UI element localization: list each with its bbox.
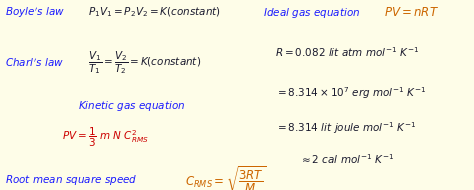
Text: $\it{Boyle's\ law}$: $\it{Boyle's\ law}$ xyxy=(5,6,65,20)
Text: $\mathit{R = 0.082\ lit\ atm\ mol^{-1}\ K^{-1}}$: $\mathit{R = 0.082\ lit\ atm\ mol^{-1}\ … xyxy=(275,46,419,59)
Text: $\mathit{\approx 2\ cal\ mol^{-1}\ K^{-1}}$: $\mathit{\approx 2\ cal\ mol^{-1}\ K^{-1… xyxy=(299,152,394,166)
Text: $\mathit{\dfrac{V_1}{T_1} = \dfrac{V_2}{T_2} = K(constant)}$: $\mathit{\dfrac{V_1}{T_1} = \dfrac{V_2}{… xyxy=(88,49,201,76)
Text: $\it{Ideal\ gas\ equation}$: $\it{Ideal\ gas\ equation}$ xyxy=(263,6,361,20)
Text: $\mathit{C_{RMS} = \sqrt{\dfrac{3RT}{M}}}$: $\mathit{C_{RMS} = \sqrt{\dfrac{3RT}{M}}… xyxy=(185,165,266,190)
Text: $\it{Root\ mean\ square\ speed}$: $\it{Root\ mean\ square\ speed}$ xyxy=(5,173,137,187)
Text: $\mathit{= 8.314\ lit\ joule\ mol^{-1}\ K^{-1}}$: $\mathit{= 8.314\ lit\ joule\ mol^{-1}\ … xyxy=(275,120,417,135)
Text: $\mathit{PV = \dfrac{1}{3}\ m\ N\ C^2_{RMS}}$: $\mathit{PV = \dfrac{1}{3}\ m\ N\ C^2_{R… xyxy=(62,125,148,149)
Text: $\mathit{= 8.314 \times 10^7\ erg\ mol^{-1}\ K^{-1}}$: $\mathit{= 8.314 \times 10^7\ erg\ mol^{… xyxy=(275,86,427,101)
Text: $\mathit{P_1V_1 = P_2V_2 = K(constant)}$: $\mathit{P_1V_1 = P_2V_2 = K(constant)}$ xyxy=(88,6,220,19)
Text: $\it{Kinetic\ gas\ equation}$: $\it{Kinetic\ gas\ equation}$ xyxy=(78,99,186,113)
Text: $\it{Charl's\ law}$: $\it{Charl's\ law}$ xyxy=(5,57,64,69)
Text: $\mathit{PV = nRT}$: $\mathit{PV = nRT}$ xyxy=(384,6,439,19)
